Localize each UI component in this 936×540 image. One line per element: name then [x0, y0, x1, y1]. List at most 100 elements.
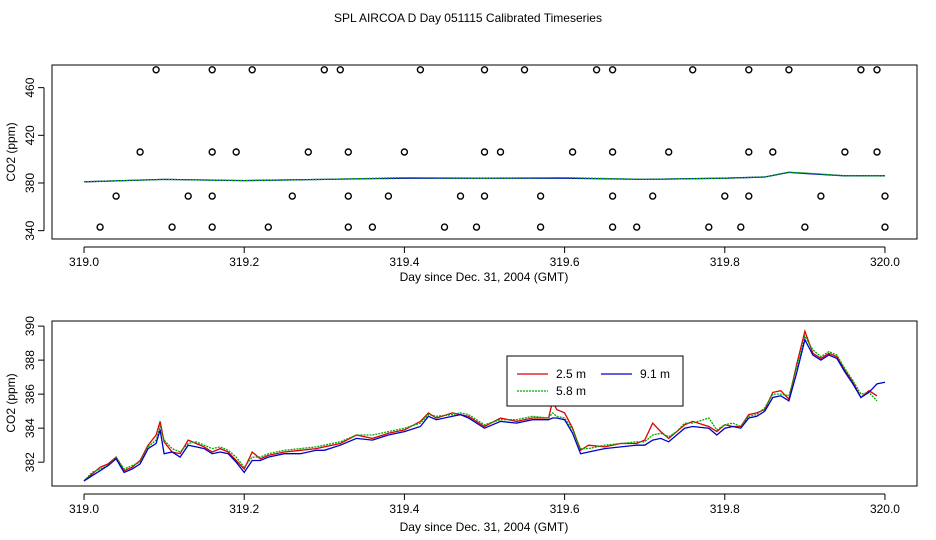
- flag-marker: [817, 192, 825, 200]
- top-y-tick-label: 340: [23, 220, 37, 240]
- flag-marker: [480, 66, 489, 74]
- flag-marker: [184, 192, 192, 200]
- top-x-tick-label: 319.2: [229, 255, 259, 269]
- bottom-y-tick-label: 386: [23, 384, 37, 404]
- flag-marker: [608, 192, 617, 200]
- bottom-x-tick-label: 319.6: [550, 502, 580, 516]
- flag-marker: [232, 148, 240, 156]
- flag-marker: [152, 66, 160, 74]
- flag-marker: [745, 66, 753, 74]
- flag-marker: [456, 192, 465, 200]
- flag-marker: [208, 66, 216, 74]
- flag-marker: [721, 192, 729, 200]
- flag-marker: [440, 223, 449, 231]
- flag-marker: [248, 66, 256, 74]
- bottom-x-tick-label: 320.0: [870, 502, 900, 516]
- flag-marker: [785, 66, 793, 74]
- flag-marker: [320, 66, 328, 74]
- flag-marker: [665, 148, 673, 156]
- flag-marker: [384, 192, 393, 200]
- flag-marker: [745, 192, 753, 200]
- flag-marker: [400, 148, 409, 156]
- flag-marker: [368, 223, 377, 231]
- top-x-tick-label: 319.8: [710, 255, 740, 269]
- top-panel: 319.0 319.2 319.4 319.6 319.8 320.0 340 380 420…: [4, 64, 918, 284]
- bottom-series-9-1-m: [83, 337, 886, 482]
- flag-marker: [881, 223, 889, 231]
- bottom-y-axis-label: CO2 (ppm): [4, 373, 18, 432]
- flag-marker: [480, 192, 489, 200]
- flag-marker: [344, 148, 352, 156]
- top-x-tick-label: 320.0: [870, 255, 900, 269]
- flag-marker: [96, 223, 104, 231]
- flag-marker: [264, 223, 272, 231]
- top-y-tick-label: 420: [23, 125, 37, 145]
- top-y-tick-label: 460: [23, 77, 37, 97]
- top-y-tick-label: 380: [23, 173, 37, 193]
- legend-label-2-5m: 2.5 m: [556, 367, 586, 381]
- flag-marker: [841, 148, 849, 156]
- bottom-y-tick-label: 388: [23, 350, 37, 370]
- flag-marker: [416, 66, 425, 74]
- legend-label-9-1m: 9.1 m: [640, 367, 670, 381]
- flag-marker: [592, 66, 601, 74]
- legend-box: [506, 355, 684, 407]
- bottom-x-tick-label: 319.0: [69, 502, 99, 516]
- flag-marker: [608, 66, 617, 74]
- flag-marker: [480, 148, 489, 156]
- bottom-x-axis-label: Day since Dec. 31, 2004 (GMT): [400, 520, 569, 534]
- flag-marker: [873, 148, 881, 156]
- top-x-tick-label: 319.4: [389, 255, 419, 269]
- bottom-series-2-5-m: [83, 328, 878, 482]
- flag-marker: [288, 192, 296, 200]
- flag-marker: [689, 66, 697, 74]
- flag-marker: [801, 223, 809, 231]
- top-series-co2-green: [83, 171, 885, 183]
- bottom-y-tick-label: 382: [23, 452, 37, 472]
- flag-marker: [737, 223, 745, 231]
- flag-marker: [873, 66, 881, 74]
- bottom-x-tick-label: 319.4: [389, 502, 419, 516]
- flag-marker: [520, 66, 529, 74]
- flag-marker: [336, 66, 344, 74]
- bottom-y-tick-label: 384: [23, 418, 37, 438]
- flag-marker: [472, 223, 481, 231]
- flag-marker: [344, 223, 352, 231]
- flag-marker: [568, 148, 577, 156]
- top-x-axis-label: Day since Dec. 31, 2004 (GMT): [400, 270, 569, 284]
- bottom-series-5-8-m: [83, 334, 878, 482]
- bottom-y-tick-label: 390: [23, 316, 37, 336]
- bottom-x-tick-label: 319.2: [229, 502, 259, 516]
- top-x-tick-label: 319.0: [69, 255, 99, 269]
- flag-marker: [344, 192, 352, 200]
- legend: 2.5 m 5.8 m 9.1 m: [506, 355, 684, 407]
- flag-marker: [745, 148, 753, 156]
- flag-marker: [208, 148, 216, 156]
- flag-marker: [649, 192, 657, 200]
- flag-marker: [633, 223, 641, 231]
- flag-marker: [857, 66, 865, 74]
- flag-marker: [136, 148, 144, 156]
- flag-marker: [608, 148, 617, 156]
- flag-marker: [608, 223, 617, 231]
- flag-marker: [536, 223, 545, 231]
- bottom-plot-frame: [51, 320, 918, 487]
- flag-marker: [112, 192, 120, 200]
- top-x-tick-label: 319.6: [550, 255, 580, 269]
- flag-marker: [496, 148, 505, 156]
- flag-marker: [769, 148, 777, 156]
- flag-marker: [168, 223, 176, 231]
- bottom-x-tick-label: 319.8: [710, 502, 740, 516]
- flag-marker: [536, 192, 545, 200]
- flag-marker: [705, 223, 713, 231]
- flag-marker: [208, 223, 216, 231]
- flag-marker: [304, 148, 312, 156]
- flag-marker: [881, 192, 889, 200]
- figure-title: SPL AIRCOA D Day 051115 Calibrated Times…: [334, 11, 602, 25]
- legend-label-5-8m: 5.8 m: [556, 384, 586, 398]
- top-y-axis-label: CO2 (ppm): [4, 122, 18, 181]
- bottom-panel: 319.0 319.2 319.4 319.6 319.8 320.0 382 384 386…: [4, 316, 918, 534]
- top-plot-frame: [51, 64, 918, 240]
- flag-marker: [208, 192, 216, 200]
